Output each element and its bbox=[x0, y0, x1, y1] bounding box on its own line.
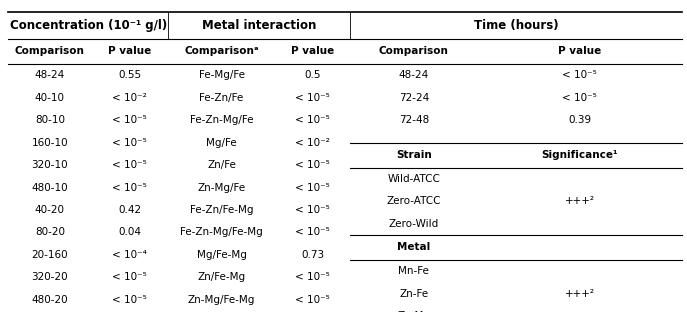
Text: < 10⁻⁵: < 10⁻⁵ bbox=[113, 160, 147, 170]
Text: < 10⁻²: < 10⁻² bbox=[113, 93, 147, 103]
Text: Significance¹: Significance¹ bbox=[541, 150, 618, 160]
Text: < 10⁻⁵: < 10⁻⁵ bbox=[295, 272, 330, 282]
Text: Zn-Fe: Zn-Fe bbox=[399, 289, 429, 299]
Text: Fe-Zn/Fe: Fe-Zn/Fe bbox=[199, 93, 244, 103]
Text: +++²: +++² bbox=[565, 196, 594, 206]
Text: < 10⁻⁵: < 10⁻⁵ bbox=[113, 295, 147, 305]
Text: Fe-Zn-Mg/Fe: Fe-Zn-Mg/Fe bbox=[190, 115, 254, 125]
Text: 80-20: 80-20 bbox=[35, 227, 65, 237]
Text: 0.39: 0.39 bbox=[568, 115, 591, 125]
Text: 20-160: 20-160 bbox=[32, 250, 68, 260]
Text: Zn/Fe: Zn/Fe bbox=[207, 160, 236, 170]
Text: Fe-Zn-Mg/Fe-Mg: Fe-Zn-Mg/Fe-Mg bbox=[180, 227, 263, 237]
Text: 72-48: 72-48 bbox=[398, 115, 429, 125]
Text: Mn-Fe: Mn-Fe bbox=[398, 266, 429, 276]
Text: < 10⁻⁵: < 10⁻⁵ bbox=[113, 115, 147, 125]
Text: 80-10: 80-10 bbox=[35, 115, 65, 125]
Text: < 10⁻⁵: < 10⁻⁵ bbox=[113, 272, 147, 282]
Text: 40-10: 40-10 bbox=[35, 93, 65, 103]
Text: Metal interaction: Metal interaction bbox=[202, 19, 317, 32]
Text: < 10⁻⁴: < 10⁻⁴ bbox=[113, 250, 147, 260]
Text: 320-10: 320-10 bbox=[32, 160, 68, 170]
Text: Comparison: Comparison bbox=[15, 46, 85, 56]
Text: +++²: +++² bbox=[565, 289, 594, 299]
Text: 48-24: 48-24 bbox=[398, 70, 429, 80]
Text: P value: P value bbox=[109, 46, 151, 56]
Text: < 10⁻⁵: < 10⁻⁵ bbox=[295, 93, 330, 103]
Text: Fe-Zn/Fe-Mg: Fe-Zn/Fe-Mg bbox=[190, 205, 254, 215]
Text: Mg/Fe-Mg: Mg/Fe-Mg bbox=[196, 250, 247, 260]
Text: 0.73: 0.73 bbox=[301, 250, 324, 260]
Text: Zn-Mg/Fe-Mg: Zn-Mg/Fe-Mg bbox=[188, 295, 256, 305]
Text: 480-20: 480-20 bbox=[32, 295, 68, 305]
Text: < 10⁻⁵: < 10⁻⁵ bbox=[295, 183, 330, 193]
Text: P value: P value bbox=[558, 46, 601, 56]
Text: < 10⁻⁵: < 10⁻⁵ bbox=[295, 160, 330, 170]
Text: Mg/Fe: Mg/Fe bbox=[206, 138, 237, 148]
Text: Zn-Mg/Fe: Zn-Mg/Fe bbox=[197, 183, 246, 193]
Text: 0.04: 0.04 bbox=[118, 227, 142, 237]
Text: < 10⁻⁵: < 10⁻⁵ bbox=[562, 70, 597, 80]
Text: < 10⁻⁵: < 10⁻⁵ bbox=[295, 227, 330, 237]
Text: 0.5: 0.5 bbox=[304, 70, 321, 80]
Text: Comparisonᵃ: Comparisonᵃ bbox=[184, 46, 259, 56]
Text: < 10⁻⁵: < 10⁻⁵ bbox=[295, 205, 330, 215]
Text: Zn-Mn: Zn-Mn bbox=[397, 311, 431, 312]
Text: Zero-Wild: Zero-Wild bbox=[389, 219, 439, 229]
Text: 0.55: 0.55 bbox=[118, 70, 142, 80]
Text: Comparison: Comparison bbox=[379, 46, 449, 56]
Text: 160-10: 160-10 bbox=[32, 138, 68, 148]
Text: Zero-ATCC: Zero-ATCC bbox=[387, 196, 441, 206]
Text: 480-10: 480-10 bbox=[32, 183, 68, 193]
Text: < 10⁻⁵: < 10⁻⁵ bbox=[113, 183, 147, 193]
Text: < 10⁻²: < 10⁻² bbox=[295, 138, 330, 148]
Text: Metal: Metal bbox=[397, 242, 431, 252]
Text: < 10⁻⁵: < 10⁻⁵ bbox=[295, 115, 330, 125]
Text: 320-20: 320-20 bbox=[32, 272, 68, 282]
Text: < 10⁻⁵: < 10⁻⁵ bbox=[113, 138, 147, 148]
Text: Strain: Strain bbox=[396, 150, 432, 160]
Text: < 10⁻⁵: < 10⁻⁵ bbox=[295, 295, 330, 305]
Text: 48-24: 48-24 bbox=[34, 70, 65, 80]
Text: Fe-Mg/Fe: Fe-Mg/Fe bbox=[199, 70, 245, 80]
Text: Concentration (10⁻¹ g/l): Concentration (10⁻¹ g/l) bbox=[10, 19, 167, 32]
Text: P value: P value bbox=[291, 46, 334, 56]
Text: Time (hours): Time (hours) bbox=[473, 19, 559, 32]
Text: 0.42: 0.42 bbox=[118, 205, 142, 215]
Text: 40-20: 40-20 bbox=[35, 205, 65, 215]
Text: < 10⁻⁵: < 10⁻⁵ bbox=[562, 93, 597, 103]
Text: 72-24: 72-24 bbox=[398, 93, 429, 103]
Text: Zn/Fe-Mg: Zn/Fe-Mg bbox=[197, 272, 246, 282]
Text: Wild-ATCC: Wild-ATCC bbox=[387, 174, 440, 184]
